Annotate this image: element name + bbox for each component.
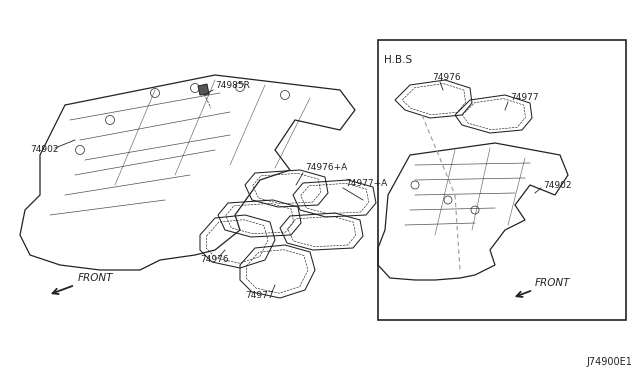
Text: H.B.S: H.B.S — [384, 55, 412, 65]
Text: 74976: 74976 — [200, 256, 228, 264]
Text: FRONT: FRONT — [535, 278, 570, 288]
Text: 74977+A: 74977+A — [345, 179, 387, 187]
Text: 74977: 74977 — [510, 93, 539, 103]
Text: FRONT: FRONT — [78, 273, 113, 283]
Text: J74900E1: J74900E1 — [586, 357, 632, 367]
Text: 74902: 74902 — [543, 180, 572, 189]
Text: 74976: 74976 — [432, 74, 461, 83]
Text: 74977: 74977 — [245, 291, 274, 299]
Text: 74985R: 74985R — [215, 81, 250, 90]
Polygon shape — [198, 84, 209, 95]
Text: 74976+A: 74976+A — [305, 164, 348, 173]
Bar — [378, 40, 626, 320]
Text: 74902: 74902 — [30, 145, 58, 154]
